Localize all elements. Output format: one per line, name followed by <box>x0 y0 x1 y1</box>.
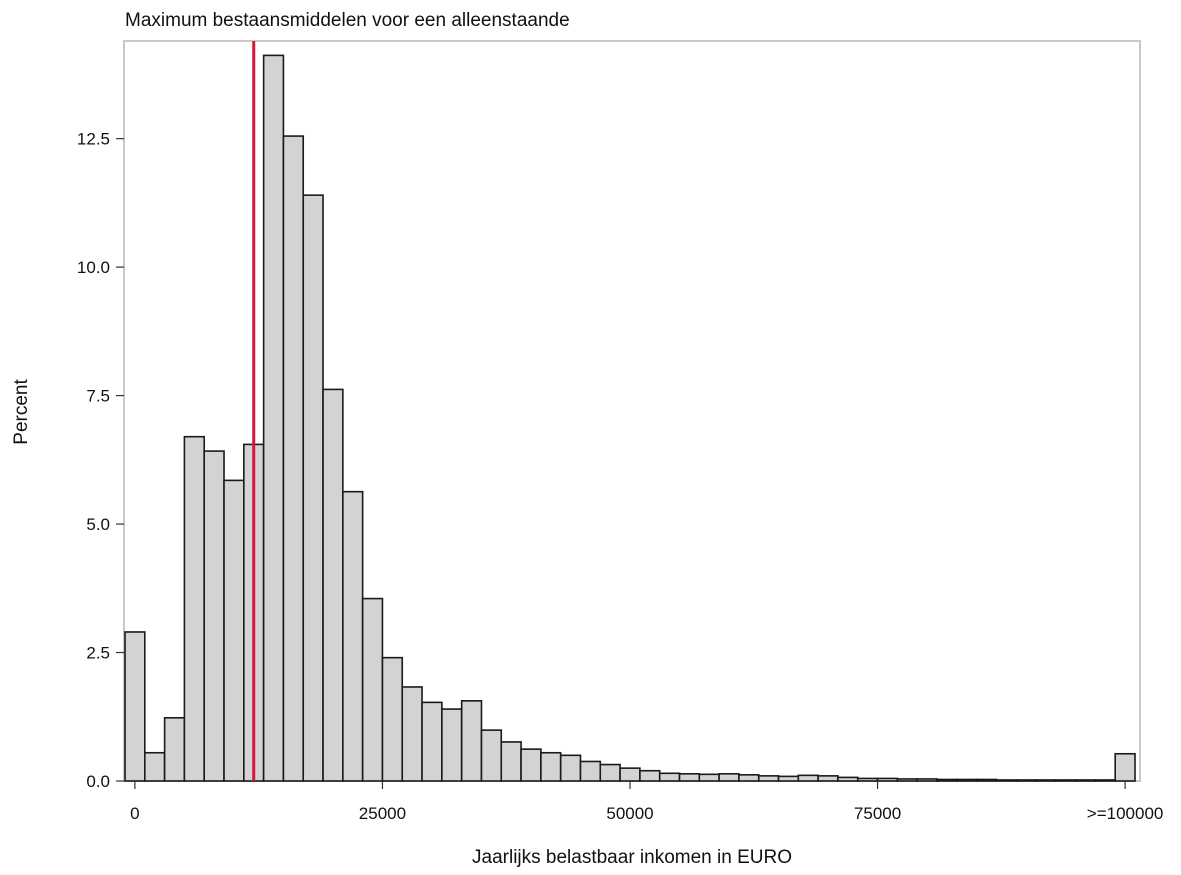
histogram-bar <box>540 751 562 782</box>
histogram-bar <box>738 774 760 782</box>
histogram-bar <box>797 774 819 782</box>
histogram-bar <box>698 773 720 782</box>
x-axis: 0 25000 50000 75000 >=100000 <box>130 781 1163 823</box>
histogram-bar <box>777 775 800 782</box>
histogram-bar <box>995 779 1017 782</box>
histogram-bar <box>282 135 305 782</box>
x-tick-label: 75000 <box>854 804 901 823</box>
histogram-bar <box>1114 752 1136 782</box>
y-tick-label: 5.0 <box>86 515 110 534</box>
histogram-bar <box>302 194 324 782</box>
histogram-bar <box>876 777 899 782</box>
histogram-bar <box>203 450 225 782</box>
histogram-bar <box>1074 779 1097 782</box>
histogram-bar <box>559 754 582 782</box>
histogram-bar <box>1015 779 1037 782</box>
histogram-bar <box>460 700 483 782</box>
histogram-bar <box>322 388 344 782</box>
histogram-bar <box>1035 779 1057 782</box>
histogram-bar <box>916 778 938 782</box>
histogram-bar <box>955 778 978 782</box>
histogram-bar <box>163 716 186 782</box>
histogram-bar <box>342 490 364 782</box>
y-tick-label: 12.5 <box>77 130 110 149</box>
x-axis-title: Jaarlijks belastbaar inkomen in EURO <box>472 847 792 868</box>
histogram-bar <box>896 778 918 782</box>
histogram-bar <box>936 778 958 782</box>
histogram-bar <box>1054 779 1077 782</box>
y-tick-label: 0.0 <box>86 772 110 791</box>
histogram-bar <box>579 760 602 782</box>
y-tick-label: 10.0 <box>77 258 110 277</box>
histogram-bar <box>480 729 503 782</box>
histogram-bar <box>361 597 384 782</box>
histogram-bar <box>441 708 463 782</box>
histogram-bar <box>975 778 998 782</box>
histogram-bar <box>124 631 146 782</box>
histogram-bar <box>421 701 443 782</box>
chart-title: Maximum bestaansmiddelen voor een alleen… <box>125 10 570 31</box>
histogram-bar <box>757 775 780 782</box>
histogram-bar <box>401 686 423 782</box>
histogram-bar <box>262 54 285 782</box>
histogram-bar <box>837 776 859 782</box>
x-tick-label: 0 <box>130 804 139 823</box>
histogram-bar <box>500 741 522 782</box>
histogram-bar <box>619 767 641 782</box>
histogram-bar <box>144 751 166 782</box>
x-tick-label: 25000 <box>359 804 406 823</box>
histogram-bar <box>856 777 879 782</box>
x-tick-label: 50000 <box>606 804 653 823</box>
histogram-bar <box>658 772 681 782</box>
y-tick-label: 2.5 <box>86 644 110 663</box>
bars-group <box>124 54 1136 782</box>
histogram-bar <box>520 748 542 782</box>
histogram-bar <box>639 769 661 782</box>
histogram-bar <box>183 435 206 782</box>
y-axis-title: Percent <box>11 379 32 445</box>
x-tick-label: >=100000 <box>1087 804 1164 823</box>
y-axis: 0.0 2.5 5.0 7.5 10.0 12.5 <box>77 130 124 791</box>
histogram-bar <box>599 763 621 782</box>
histogram-bar <box>678 773 701 782</box>
histogram-bar <box>381 656 404 782</box>
histogram-bar <box>223 479 245 782</box>
histogram-bar <box>1094 779 1116 782</box>
histogram-bar <box>817 775 839 782</box>
histogram-bar <box>718 773 740 782</box>
y-tick-label: 7.5 <box>86 387 110 406</box>
